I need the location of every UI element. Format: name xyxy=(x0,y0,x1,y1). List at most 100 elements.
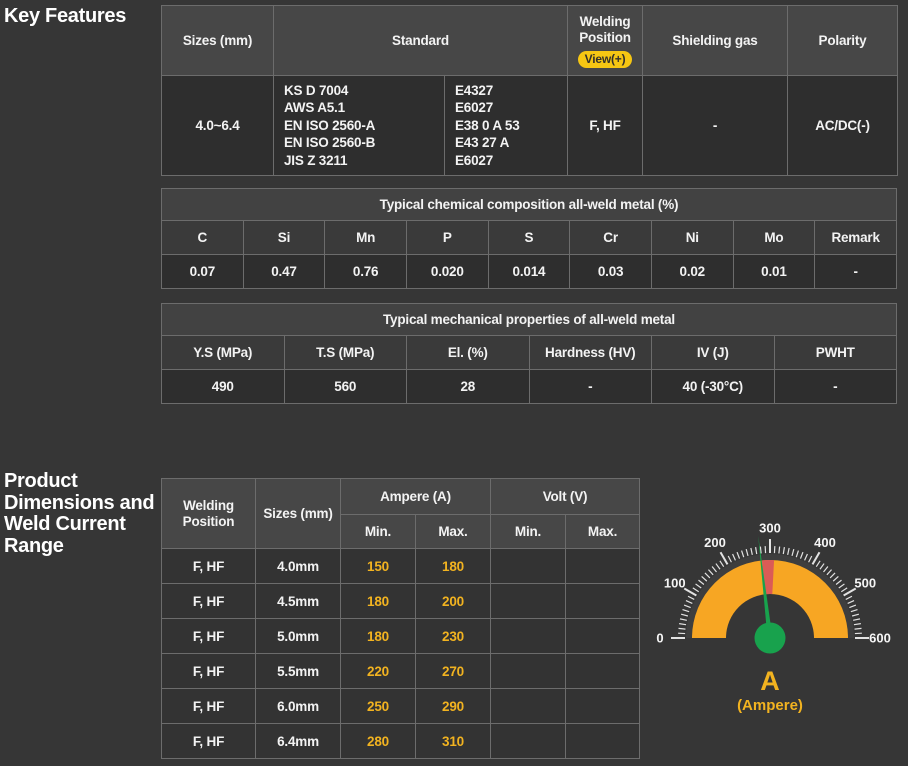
standard-grade: E4327 xyxy=(455,82,494,98)
mech-value: 40 (-30°C) xyxy=(651,369,775,404)
gauge-tick xyxy=(787,547,790,555)
cur-size: 6.0mm xyxy=(255,688,341,724)
gauge-tick xyxy=(847,600,855,604)
spec-header-welding-position: Welding Position View(+) xyxy=(567,5,644,76)
gauge-tick xyxy=(682,608,690,613)
spec-cell-sizes: 4.0~6.4 xyxy=(161,75,274,176)
cur-amp-max: 200 xyxy=(414,583,492,619)
cur-amp-max: 270 xyxy=(414,653,492,689)
gauge-needle xyxy=(758,535,773,639)
product-dimensions-title-line: Product xyxy=(4,470,78,492)
gauge-tick xyxy=(687,595,695,600)
cur-volt-max xyxy=(565,653,641,689)
cur-header-ampere: Ampere (A) xyxy=(339,478,492,515)
gauge-tick xyxy=(829,572,836,579)
mech-header: El. (%) xyxy=(406,335,530,370)
mech-value: 560 xyxy=(283,369,407,404)
gauge-hub xyxy=(754,622,786,654)
key-features-title: Key Features xyxy=(4,5,127,27)
gauge-tick-label: 300 xyxy=(759,521,781,536)
chem-header: Cr xyxy=(569,220,652,255)
gauge-tick xyxy=(849,604,857,609)
cur-header-welding-position-label: Welding Position xyxy=(182,497,235,529)
gauge-tick xyxy=(727,555,732,563)
spec-cell-shielding-gas: - xyxy=(642,75,789,176)
gauge-tick xyxy=(745,548,749,557)
cur-volt-max xyxy=(565,688,641,724)
cur-header-sizes: Sizes (mm) xyxy=(255,478,341,549)
mech-header: PWHT xyxy=(773,335,897,370)
ampere-gauge: 0 100 200 300 400 500 600 A (Ampere) xyxy=(645,512,895,715)
spec-header-standard: Standard xyxy=(272,5,569,76)
gauge-tick xyxy=(838,583,845,589)
gauge-tick xyxy=(683,604,691,609)
chem-header: Mn xyxy=(324,220,407,255)
gauge-tick xyxy=(850,608,858,613)
gauge-tick-label: 500 xyxy=(854,576,876,591)
gauge-tick xyxy=(791,548,795,557)
gauge-tick xyxy=(840,587,848,593)
gauge-band xyxy=(692,560,848,638)
gauge-tick xyxy=(695,583,702,589)
mech-header: Hardness (HV) xyxy=(528,335,652,370)
chem-header: S xyxy=(487,220,571,255)
cur-amp-max: 310 xyxy=(414,723,492,759)
cur-amp-max: 290 xyxy=(414,688,492,724)
mech-value: - xyxy=(528,369,652,404)
gauge-tick xyxy=(678,627,686,630)
gauge-tick-label: 100 xyxy=(664,576,686,591)
view-button[interactable]: View(+) xyxy=(577,50,633,68)
table-row: F, HF 4.5mm 180 200 xyxy=(161,583,641,619)
gauge-tick xyxy=(711,566,717,573)
gauge-tick xyxy=(854,627,862,630)
weld-current-table: Welding Position Sizes (mm) Ampere (A) V… xyxy=(161,478,641,759)
table-row: F, HF 6.4mm 280 310 xyxy=(161,723,641,759)
mech-value: 490 xyxy=(161,369,285,404)
chem-value: 0.76 xyxy=(324,254,407,289)
standard-grade: E6027 xyxy=(455,152,494,168)
cur-position: F, HF xyxy=(161,618,256,654)
cur-volt-max xyxy=(565,583,641,619)
gauge-tick-label: 400 xyxy=(814,535,836,550)
gauge-tick xyxy=(795,550,800,558)
standard-name: AWS A5.1 xyxy=(284,100,345,116)
cur-size: 6.4mm xyxy=(255,723,341,759)
gauge-tick xyxy=(701,575,708,582)
standard-name: JIS Z 3211 xyxy=(284,152,348,168)
gauge-tick-label: 600 xyxy=(869,631,891,646)
gauge-tick xyxy=(853,618,861,621)
cur-amp-min: 280 xyxy=(340,723,416,759)
gauge-tick xyxy=(759,546,762,554)
gauge-tick xyxy=(736,551,741,559)
cur-volt-min xyxy=(490,723,567,759)
gauge-tick xyxy=(832,575,839,582)
cur-header-volt: Volt (V) xyxy=(490,478,641,515)
chem-value: 0.07 xyxy=(161,254,244,289)
cur-volt-min xyxy=(490,688,567,724)
chem-value: 0.014 xyxy=(487,254,571,289)
cur-size: 4.5mm xyxy=(255,583,341,619)
gauge-tick xyxy=(815,560,821,568)
gauge-tick xyxy=(679,618,687,621)
gauge-tick xyxy=(826,569,833,576)
spec-cell-polarity: AC/DC(-) xyxy=(787,75,899,176)
cur-volt-min xyxy=(490,618,567,654)
chem-value: 0.03 xyxy=(569,254,652,289)
mech-value: 28 xyxy=(406,369,530,404)
gauge-tick xyxy=(719,560,725,568)
chem-header: C xyxy=(161,220,244,255)
gauge-outer-ring xyxy=(686,554,854,639)
gauge-tick xyxy=(755,547,758,555)
chemical-table-title: Typical chemical composition all-weld me… xyxy=(161,188,897,221)
gauge-tick xyxy=(835,579,842,585)
product-dimensions-title-line: Dimensions and xyxy=(4,491,155,514)
cur-position: F, HF xyxy=(161,688,256,724)
cur-header-volt-max: Max. xyxy=(565,514,641,549)
cur-volt-min xyxy=(490,653,567,689)
gauge-tick xyxy=(685,600,693,604)
gauge-tick xyxy=(823,566,829,573)
mechanical-table-title: Typical mechanical properties of all-wel… xyxy=(161,303,897,336)
table-row: F, HF 5.0mm 180 230 xyxy=(161,618,641,654)
mechanical-properties-table: Typical mechanical properties of all-wel… xyxy=(161,303,897,404)
gauge-tick xyxy=(704,572,711,579)
